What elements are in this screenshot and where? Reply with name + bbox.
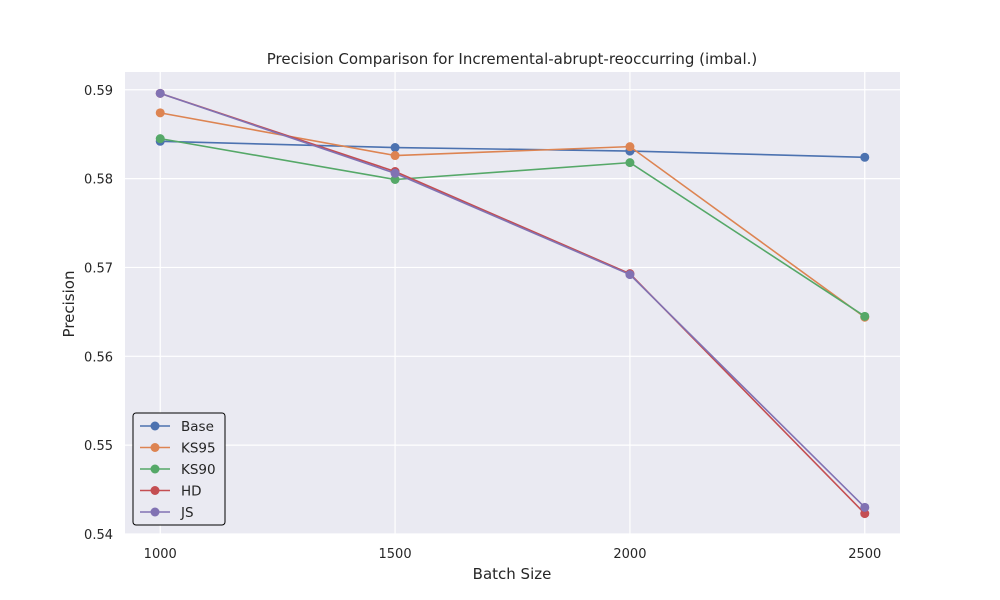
series-ks95 — [155, 108, 870, 322]
series-line-ks95 — [160, 112, 866, 318]
data-point-ks90 — [625, 158, 635, 168]
legend-entry-js: JS — [140, 505, 194, 521]
data-point-ks90 — [390, 175, 400, 185]
y-tick-label: 0.58 — [84, 173, 113, 188]
legend-label: HD — [181, 484, 202, 500]
y-tick-label: 0.57 — [84, 261, 113, 276]
x-tick-label: 1000 — [144, 547, 177, 562]
tick-labels: 1000 1500 2000 2500 0.54 0.55 0.56 0.57 0.58 0.59 — [84, 84, 881, 562]
x-axis-label: Batch Size — [473, 565, 552, 583]
legend-box — [132, 412, 226, 526]
x-tick-label: 2000 — [613, 547, 646, 562]
data-point-hd — [860, 509, 870, 519]
plot-area — [125, 72, 900, 534]
y-tick-label: 0.56 — [84, 350, 113, 365]
legend-label: JS — [180, 505, 194, 521]
series-lines — [155, 88, 870, 519]
legend-marker — [150, 486, 160, 495]
y-tick-label: 0.54 — [84, 528, 113, 543]
data-point-js — [860, 502, 870, 512]
series-line-ks90 — [160, 137, 866, 317]
legend-marker — [150, 507, 160, 517]
legend: Base KS95 KS90 HD JS — [132, 412, 226, 526]
data-point-ks95 — [390, 151, 400, 161]
legend-marker — [150, 464, 160, 474]
legend-label: KS95 — [181, 441, 216, 457]
y-axis-label: Precision — [60, 271, 78, 338]
data-point-ks90 — [860, 311, 870, 321]
legend-entry-hd: HD — [140, 484, 202, 500]
series-ks90 — [155, 134, 870, 321]
data-point-js — [155, 88, 165, 98]
legend-label: KS90 — [181, 462, 216, 478]
data-point-ks95 — [625, 142, 635, 152]
x-tick-label: 1500 — [379, 547, 412, 562]
chart-title: Precision Comparison for Incremental-abr… — [267, 50, 758, 68]
legend-marker — [150, 443, 160, 452]
legend-marker — [150, 421, 160, 431]
series-js — [155, 88, 870, 512]
data-point-js — [390, 168, 400, 178]
data-point-base — [390, 143, 400, 153]
data-point-base — [860, 152, 870, 162]
legend-entry-ks95: KS95 — [140, 441, 216, 457]
series-line-base — [160, 140, 865, 159]
y-tick-label: 0.59 — [84, 84, 113, 99]
data-point-ks95 — [155, 108, 165, 118]
legend-entry-ks90: KS90 — [140, 462, 216, 478]
legend-label: Base — [181, 419, 214, 435]
x-tick-label: 2500 — [848, 547, 881, 562]
series-line-hd — [159, 92, 866, 515]
data-point-js — [625, 270, 635, 280]
series-line-js — [159, 92, 866, 508]
data-point-ks90 — [155, 134, 165, 144]
y-tick-label: 0.55 — [84, 439, 113, 454]
legend-entry-base: Base — [140, 419, 214, 435]
